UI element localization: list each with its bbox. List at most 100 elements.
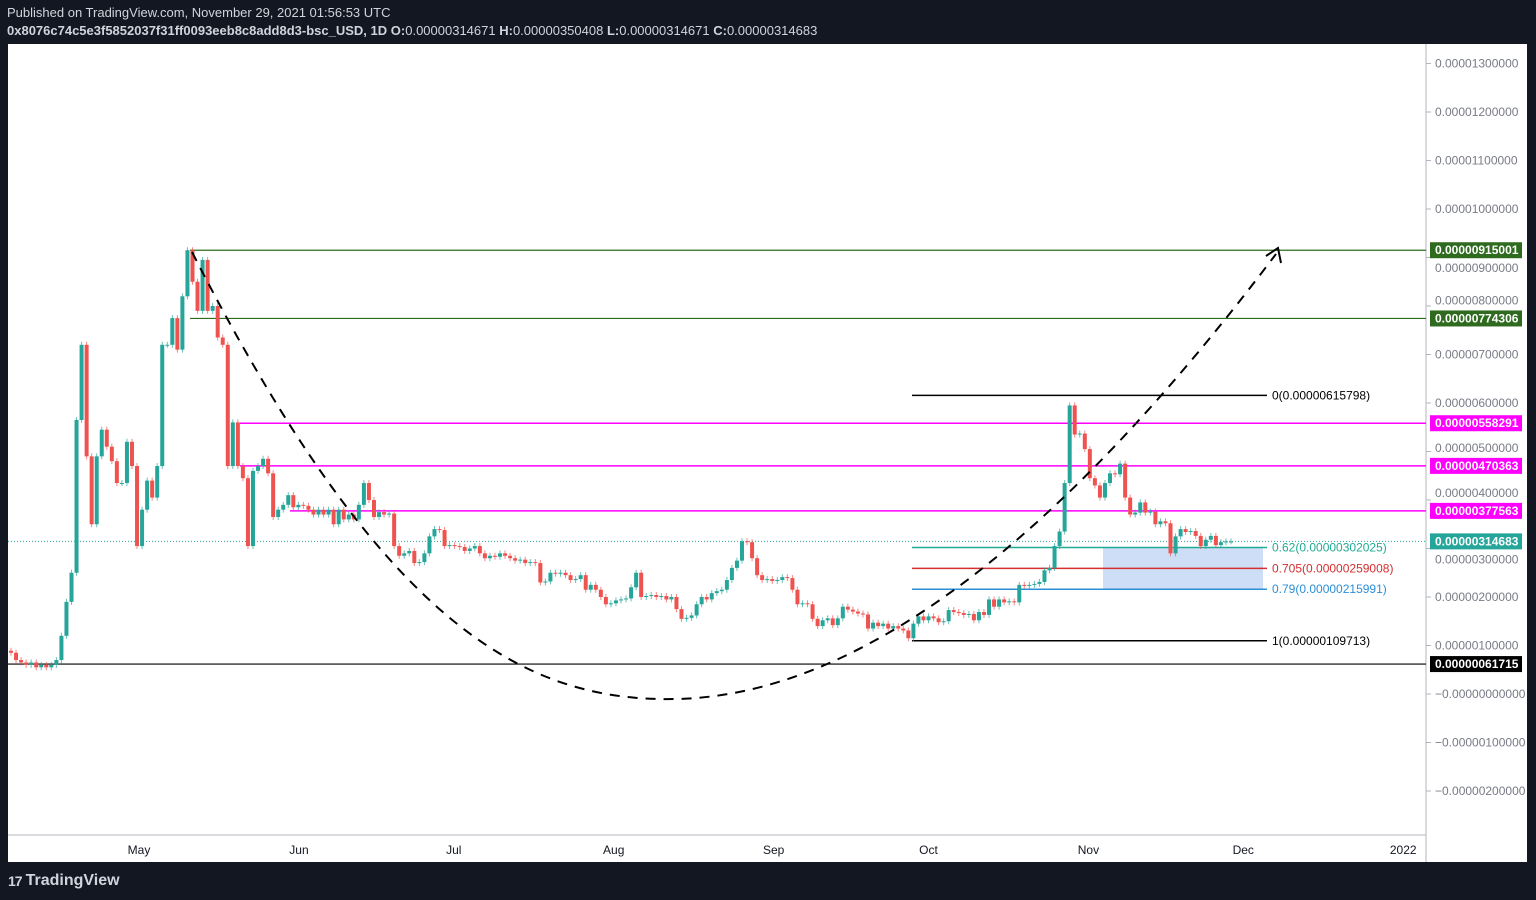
candle[interactable] [477,543,482,557]
candle[interactable] [427,533,432,557]
candle[interactable] [185,247,190,300]
candle[interactable] [770,576,775,584]
candle[interactable] [855,608,860,617]
candle[interactable] [205,256,210,314]
candle[interactable] [528,559,533,567]
candle[interactable] [336,506,341,528]
candle[interactable] [281,501,286,513]
candle[interactable] [513,555,518,564]
candle[interactable] [1113,470,1118,478]
candle[interactable] [64,598,69,639]
candle[interactable] [1148,508,1153,516]
candle[interactable] [871,619,876,632]
candle[interactable] [508,552,513,562]
candle[interactable] [235,419,240,470]
candle[interactable] [1118,460,1123,478]
candle[interactable] [140,506,145,550]
candle[interactable] [1108,470,1113,487]
candle[interactable] [69,569,74,605]
candle[interactable] [976,609,981,624]
candle[interactable] [931,613,936,622]
candle[interactable] [830,615,835,629]
candle[interactable] [34,659,39,671]
candle[interactable] [639,569,644,600]
parabolic-curve-drawing[interactable] [191,246,1282,701]
candle[interactable] [750,539,755,562]
candle[interactable] [14,649,19,664]
candle[interactable] [371,497,376,520]
candle[interactable] [503,550,508,559]
candle[interactable] [397,543,402,559]
candle[interactable] [225,341,230,470]
candle[interactable] [1042,567,1047,585]
candle[interactable] [901,625,906,634]
candle[interactable] [286,492,291,508]
candle[interactable] [886,620,891,632]
candle[interactable] [145,477,150,513]
candle[interactable] [745,538,750,546]
candle[interactable] [59,632,64,664]
candle[interactable] [1057,528,1062,550]
candle[interactable] [1022,581,1027,589]
candle[interactable] [250,467,255,550]
candle[interactable] [24,659,29,668]
candle[interactable] [44,661,49,671]
candle[interactable] [1012,598,1017,606]
price-axis[interactable] [1426,44,1527,862]
dashed-curve[interactable] [191,251,1277,701]
candle[interactable] [729,564,734,584]
candle[interactable] [498,550,503,560]
candle[interactable] [619,596,623,604]
candle[interactable] [961,610,966,618]
candle[interactable] [271,470,276,520]
candle[interactable] [987,596,992,618]
candle[interactable] [608,600,613,608]
candle[interactable] [442,527,447,550]
candle[interactable] [941,618,946,626]
candle[interactable] [89,453,94,528]
candle[interactable] [573,576,578,584]
candle[interactable] [1208,532,1213,543]
candle[interactable] [180,293,185,353]
candle[interactable] [805,600,810,608]
candle[interactable] [321,506,326,518]
candle[interactable] [669,594,674,603]
candle[interactable] [492,552,497,560]
candle[interactable] [795,586,800,608]
candle[interactable] [240,463,245,482]
candle[interactable] [170,315,175,348]
candle[interactable] [1158,518,1163,528]
candle[interactable] [785,574,790,582]
candle[interactable] [881,620,886,630]
candle[interactable] [543,578,548,586]
candle[interactable] [714,588,719,597]
candle[interactable] [39,661,44,671]
candle[interactable] [911,620,916,642]
candle[interactable] [356,501,361,523]
candle[interactable] [49,661,54,671]
candle[interactable] [200,256,205,314]
candle[interactable] [402,550,407,559]
candle[interactable] [1047,564,1052,574]
candle[interactable] [1123,460,1128,501]
candle[interactable] [810,601,815,622]
candle[interactable] [1062,480,1067,535]
candle[interactable] [452,542,457,550]
candle[interactable] [679,606,684,622]
candle[interactable] [447,542,452,550]
candle[interactable] [301,501,306,509]
candle[interactable] [1229,538,1233,545]
candle[interactable] [1133,509,1138,518]
candle[interactable] [760,572,765,584]
candle[interactable] [437,526,442,534]
candle[interactable] [331,506,336,528]
candle[interactable] [699,594,704,608]
candle[interactable] [1218,539,1223,549]
candle[interactable] [412,547,417,567]
candle[interactable] [1077,430,1082,438]
candle[interactable] [1173,533,1178,557]
candle[interactable] [664,593,669,603]
candle[interactable] [175,315,180,353]
candle[interactable] [392,510,397,550]
candle[interactable] [366,480,371,503]
